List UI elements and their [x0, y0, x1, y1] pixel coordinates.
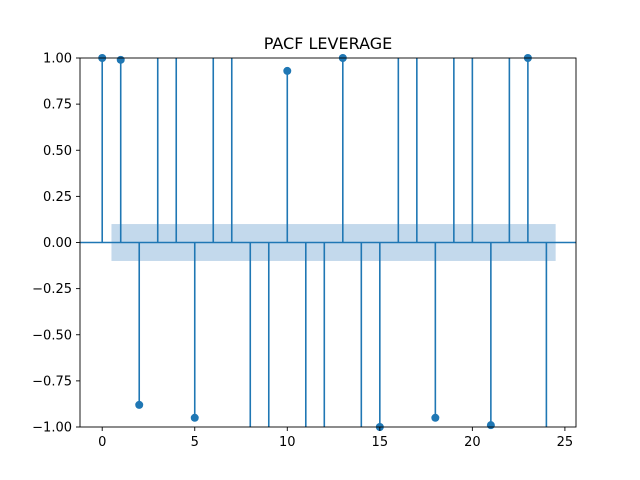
- y-tick-label: −0.25: [32, 282, 72, 297]
- y-tick-label: 1.00: [43, 52, 72, 67]
- y-tick-label: 0.25: [43, 190, 72, 205]
- stem-marker: [431, 413, 440, 422]
- x-tick-label: 20: [464, 435, 481, 450]
- y-tick-label: 0.50: [43, 144, 72, 159]
- stem-marker: [486, 421, 495, 430]
- y-tick-label: 0.00: [43, 236, 72, 251]
- x-tick-label: 0: [98, 435, 106, 450]
- stem-marker: [116, 55, 125, 64]
- chart-title: PACF LEVERAGE: [264, 34, 392, 53]
- x-tick-label: 25: [557, 435, 574, 450]
- stem-marker: [283, 66, 292, 75]
- x-tick-label: 15: [372, 435, 389, 450]
- y-tick-label: −0.75: [32, 374, 72, 389]
- y-tick-label: −0.50: [32, 328, 72, 343]
- y-tick-label: 0.75: [43, 98, 72, 113]
- x-tick-label: 10: [279, 435, 296, 450]
- stem-marker: [190, 413, 199, 422]
- y-tick-label: −1.00: [32, 421, 72, 436]
- x-tick-label: 5: [191, 435, 199, 450]
- stem-marker: [135, 400, 144, 409]
